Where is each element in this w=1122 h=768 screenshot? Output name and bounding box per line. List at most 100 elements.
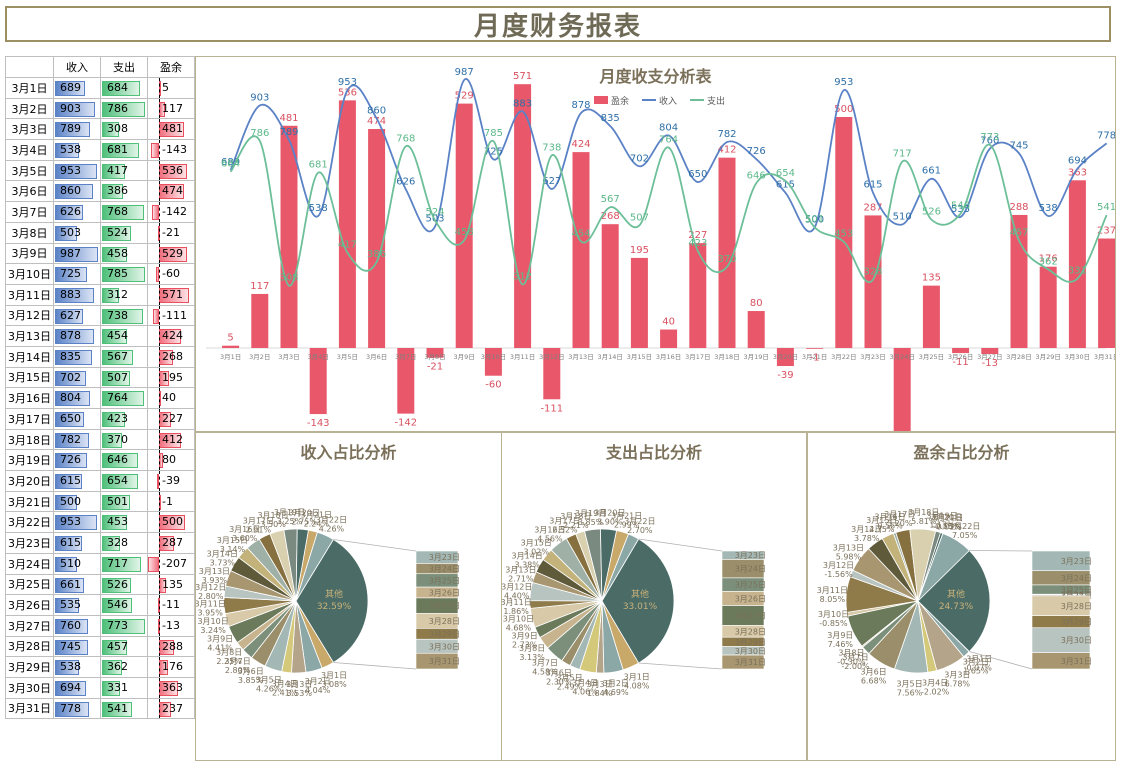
slice-percent: 2.80% bbox=[198, 592, 224, 601]
slice-percent: 7.46% bbox=[828, 640, 854, 649]
cell-value: 80 bbox=[162, 453, 176, 467]
other-label: 其他 bbox=[947, 588, 965, 600]
surplus-cell: 268 bbox=[147, 345, 195, 368]
slice-percent: 3.08% bbox=[321, 680, 347, 689]
surplus-cell: 288 bbox=[147, 635, 195, 658]
expense-data-label: 567 bbox=[601, 194, 620, 205]
expense-cell: 501 bbox=[100, 490, 148, 513]
surplus-bar bbox=[806, 348, 824, 349]
slice-label: 3月15日 bbox=[217, 536, 248, 545]
slice-label: 3月22日 bbox=[316, 516, 347, 525]
expense-data-label: 738 bbox=[542, 142, 561, 153]
connector-line bbox=[333, 662, 417, 670]
x-tick-label: 3月13日 bbox=[568, 353, 593, 361]
data-bar bbox=[151, 205, 159, 221]
legend-swatch bbox=[594, 96, 608, 104]
cell-value: 546 bbox=[107, 598, 128, 612]
data-bar bbox=[55, 556, 78, 572]
cell-value: 176 bbox=[162, 660, 183, 674]
zero-axis bbox=[159, 657, 160, 677]
date-cell: 3月25日 bbox=[5, 573, 54, 596]
slice-percent: -0.85% bbox=[819, 619, 848, 628]
income-data-label: 694 bbox=[1068, 156, 1087, 167]
slice-label: 3月4日 bbox=[572, 678, 598, 687]
income-cell: 778 bbox=[53, 697, 101, 720]
slice-percent: 6.78% bbox=[945, 679, 971, 688]
table-row: 3月25日 661 526 135 bbox=[5, 573, 195, 596]
data-bar bbox=[55, 598, 79, 614]
stack-label: 3月28日 bbox=[429, 617, 460, 626]
slice-percent: 8.05% bbox=[820, 595, 846, 604]
slice-label: 3月2日 bbox=[963, 658, 989, 667]
surplus-bar bbox=[514, 84, 532, 348]
data-bar bbox=[55, 225, 78, 241]
slice-label: 3月10日 bbox=[503, 614, 534, 623]
slice-label: 3月20日 bbox=[289, 508, 320, 517]
expense-cell: 457 bbox=[100, 635, 148, 658]
surplus-data-label: 5 bbox=[227, 333, 233, 344]
cell-value: 689 bbox=[60, 81, 81, 94]
slice-label: 3月6日 bbox=[861, 668, 887, 677]
slice-label: 3月18日 bbox=[560, 512, 591, 521]
cell-value: 903 bbox=[60, 101, 81, 115]
table-row: 3月16日 804 764 40 bbox=[5, 387, 195, 409]
x-tick-label: 3月9日 bbox=[454, 353, 475, 361]
date-cell: 3月13日 bbox=[5, 325, 54, 347]
expense-data-label: 507 bbox=[630, 212, 649, 223]
surplus-cell: 571 bbox=[147, 283, 195, 306]
data-bar bbox=[102, 267, 146, 283]
cell-value: 457 bbox=[107, 639, 128, 653]
data-bar bbox=[55, 453, 87, 469]
expense-data-label: 457 bbox=[1009, 228, 1028, 239]
date-cell: 3月24日 bbox=[5, 552, 54, 575]
income-cell: 510 bbox=[53, 552, 101, 575]
slice-label: 3月13日 bbox=[833, 543, 864, 552]
expense-data-label: 458 bbox=[455, 227, 474, 238]
cell-value: 654 bbox=[107, 474, 128, 488]
legend-item: 收入 bbox=[642, 95, 677, 107]
surplus-data-label: 481 bbox=[279, 113, 298, 124]
surplus-cell: -21 bbox=[147, 221, 195, 244]
slice-percent: 0.07% bbox=[966, 663, 992, 672]
cell-value: -111 bbox=[162, 308, 187, 322]
surplus-bar bbox=[776, 348, 794, 367]
slice-label: 3月20日 bbox=[931, 513, 962, 522]
expense-pie-title: 支出占比分析 bbox=[605, 443, 702, 462]
table-row: 3月20日 615 654 -39 bbox=[5, 470, 195, 492]
stack-label: 3月24日 bbox=[429, 565, 460, 574]
surplus-bar bbox=[601, 224, 619, 348]
cell-value: 567 bbox=[107, 349, 128, 363]
date-cell: 3月28日 bbox=[5, 635, 54, 658]
data-bar bbox=[148, 556, 159, 572]
income-cell: 804 bbox=[53, 387, 101, 409]
x-tick-label: 3月1日 bbox=[220, 353, 241, 361]
date-cell: 3月31日 bbox=[5, 697, 54, 720]
legend-item: 盈余 bbox=[594, 95, 629, 107]
expense-data-label: 362 bbox=[1039, 256, 1058, 267]
income-cell: 953 bbox=[53, 511, 101, 534]
surplus-cell: 117 bbox=[147, 97, 195, 120]
expense-cell: 768 bbox=[100, 201, 148, 223]
income-data-label: 883 bbox=[513, 98, 532, 109]
cell-value: 615 bbox=[60, 536, 81, 550]
slice-label: 3月9日 bbox=[207, 634, 233, 643]
surplus-bar bbox=[543, 348, 561, 400]
zero-axis bbox=[159, 471, 160, 491]
expense-cell: 458 bbox=[100, 242, 148, 265]
x-tick-label: 3月12日 bbox=[539, 353, 564, 361]
slice-percent: 2.24% bbox=[304, 519, 330, 528]
expense-data-label: 541 bbox=[1097, 202, 1115, 213]
stack-segment bbox=[721, 654, 765, 670]
cell-value: 615 bbox=[60, 474, 81, 488]
stack-label: 3月26日 bbox=[735, 594, 766, 603]
data-bar bbox=[55, 370, 86, 386]
surplus-cell: -11 bbox=[147, 594, 195, 616]
slice-percent: 2.71% bbox=[508, 574, 534, 583]
cell-value: 773 bbox=[107, 618, 128, 632]
income-cell: 702 bbox=[53, 366, 101, 389]
surplus-cell: -13 bbox=[147, 614, 195, 637]
surplus-bar bbox=[455, 103, 473, 348]
income-data-label: 538 bbox=[309, 203, 328, 214]
data-bar bbox=[102, 577, 131, 593]
slice-percent: 3.73% bbox=[210, 559, 236, 568]
